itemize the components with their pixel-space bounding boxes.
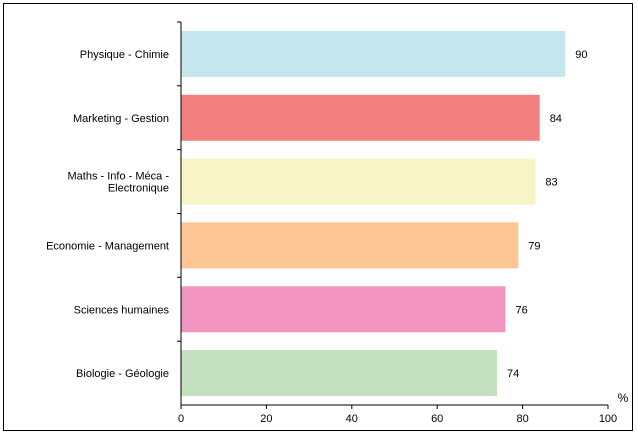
- category-label-3-line-0: Economie - Management: [46, 240, 169, 252]
- x-tick-label-1: 20: [260, 413, 272, 425]
- x-tick-label-0: 0: [178, 413, 184, 425]
- bar-0: [181, 30, 566, 77]
- bar-2: [181, 158, 536, 205]
- value-labels-group: 90 84 83 79 76 74: [507, 49, 588, 380]
- bar-value-label-0: 90: [575, 49, 587, 61]
- bars-group: [181, 30, 566, 397]
- x-tick-label-4: 80: [516, 413, 528, 425]
- category-label-2-line-1: Electronique: [108, 183, 169, 195]
- x-tick-label-2: 40: [346, 413, 358, 425]
- bar-4: [181, 286, 506, 333]
- bar-value-label-3: 79: [528, 240, 540, 252]
- category-label-4-line-0: Sciences humaines: [74, 304, 170, 316]
- x-ticks-group: 0 20 40 60 80 100: [177, 21, 617, 425]
- category-label-1-line-0: Marketing - Gestion: [73, 113, 169, 125]
- bar-value-label-4: 76: [516, 304, 528, 316]
- category-label-0-line-0: Physique - Chimie: [80, 49, 169, 61]
- category-label-2-line-0: Maths - Info - Méca -: [68, 171, 170, 183]
- axes-group: [180, 22, 608, 406]
- x-tick-label-5: 100: [599, 413, 617, 425]
- bar-value-label-2: 83: [545, 177, 557, 189]
- x-tick-label-3: 60: [431, 413, 443, 425]
- bar-1: [181, 94, 540, 141]
- category-label-5-line-0: Biologie - Géologie: [76, 368, 169, 380]
- bar-5: [181, 350, 497, 397]
- bar-value-label-1: 84: [550, 113, 562, 125]
- bar-3: [181, 222, 519, 269]
- bar-value-label-5: 74: [507, 368, 519, 380]
- x-axis-unit: %: [618, 391, 629, 405]
- category-labels-group: Physique - Chimie Marketing - Gestion Math…: [46, 49, 169, 380]
